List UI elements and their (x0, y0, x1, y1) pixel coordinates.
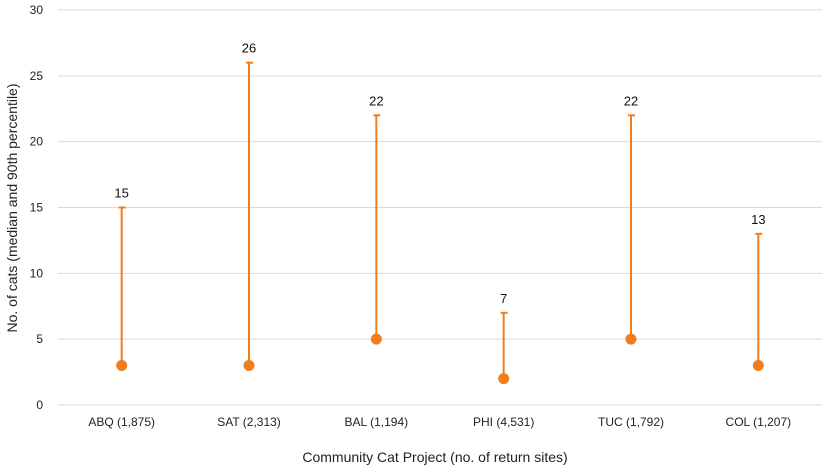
y-tick-label: 10 (30, 266, 44, 280)
y-tick-label: 30 (30, 3, 44, 17)
percentile-data-label: 26 (242, 41, 256, 56)
data-marks: 15 26 22 7 22 13 (114, 41, 766, 385)
x-tick-label: BAL (1,194) (345, 415, 409, 429)
y-tick-label: 5 (36, 332, 43, 346)
x-tick-label: COL (1,207) (726, 415, 792, 429)
y-axis-ticks: 0 5 10 15 20 25 30 (30, 3, 44, 412)
y-tick-label: 0 (36, 398, 43, 412)
y-axis-title: No. of cats (median and 90th percentile) (4, 83, 20, 332)
x-axis-ticks: ABQ (1,875) SAT (2,313) BAL (1,194) PHI (4,… (88, 415, 791, 429)
x-tick-label: ABQ (1,875) (88, 415, 155, 429)
percentile-data-label: 13 (751, 212, 765, 227)
median-point (625, 333, 637, 345)
y-tick-label: 15 (30, 201, 44, 215)
x-tick-label: SAT (2,313) (217, 415, 281, 429)
gridlines (58, 9, 822, 406)
median-point (116, 360, 128, 371)
percentile-data-label: 22 (624, 93, 638, 108)
y-tick-label: 20 (30, 135, 44, 149)
x-tick-label: PHI (4,531) (473, 415, 534, 429)
median-point (752, 360, 764, 371)
y-tick-label: 25 (30, 69, 44, 83)
x-tick-label: TUC (1,792) (598, 415, 664, 429)
percentile-data-label: 7 (500, 291, 507, 306)
median-point (498, 373, 510, 385)
median-point (370, 333, 382, 345)
percentile-data-label: 15 (114, 186, 128, 201)
x-axis-title: Community Cat Project (no. of return sit… (302, 449, 567, 465)
median-point (243, 360, 255, 371)
percentile-data-label: 22 (369, 93, 383, 108)
